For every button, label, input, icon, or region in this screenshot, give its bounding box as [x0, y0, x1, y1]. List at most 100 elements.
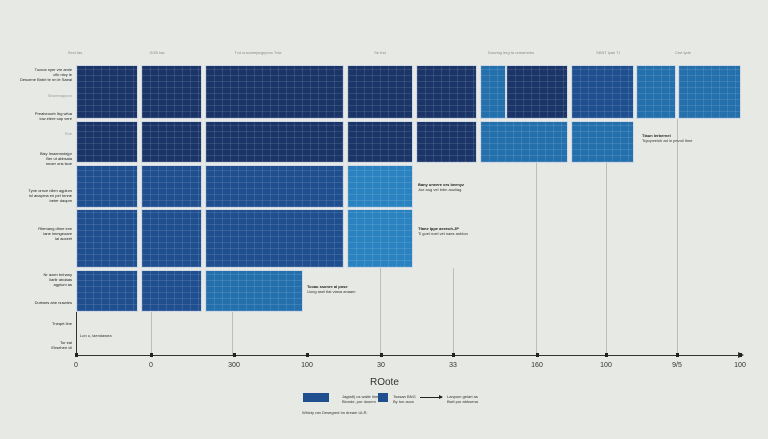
x-tick-mark: [150, 353, 153, 357]
x-tick-label: 100: [734, 362, 746, 369]
row-label: Ehe: [65, 131, 72, 136]
heatmap-cell: [76, 209, 138, 268]
heatmap-cell: [347, 165, 413, 208]
annotation-text: Uong asel tlat viana anaam: [307, 289, 356, 294]
annotation-text: Jue aug vel Inbn aouliag: [418, 187, 462, 192]
heatmap-cell: [205, 209, 344, 268]
annotation: Tlaun lerbernel Tcpcpeeioh ad in pevoll I…: [642, 133, 692, 143]
row-label: Durtwes ahe nuwdes: [35, 300, 72, 305]
x-tick-label: 30: [377, 362, 385, 369]
row-label-text: Preaheoorb Ibg wfoa low elere cap vere: [34, 111, 72, 121]
heatmap-cell: [347, 121, 413, 163]
footnote: Whicty ran Desegred Im dream ULR.: [302, 410, 368, 415]
heatmap-cell: [76, 121, 138, 163]
annotation-title: Bany uneere ors beenyz: [418, 182, 465, 187]
row-label-text: Ehe: [64, 131, 72, 136]
heatmap-cell: [205, 270, 303, 312]
heatmap-cell: [141, 209, 202, 268]
row-label: Tyne ornce nllen agplum lol anaprna en p…: [28, 188, 72, 203]
heatmap-cell: [76, 270, 138, 312]
heatmap-cell: [636, 65, 676, 119]
legend-swatch-small: [378, 393, 388, 402]
row-label: Tor eal Ehsehen vil: [51, 340, 72, 350]
x-tick-mark: [306, 353, 309, 357]
x-tick-label: 100: [301, 362, 313, 369]
row-label-text: Tor eal Ehsehen vil: [51, 340, 72, 350]
row-label: Tucrca nyer vre amie cfic ntcy ie Desoen…: [20, 67, 72, 82]
annotation: Tfane Ippe aeeeuh.JP Ti goel noel vel nae…: [418, 226, 468, 236]
row-label: Shwemappon: [48, 93, 72, 98]
heatmap-cell: [347, 209, 413, 268]
x-tick-mark: [452, 353, 455, 357]
annotation-title: Tcoau ssonre al pose: [307, 284, 348, 289]
heatmap-cell: [76, 165, 138, 208]
x-tick-mark: [233, 353, 236, 357]
annotation-text: Ti goel noel vel naes anbton: [418, 231, 468, 236]
heatmap-cell: [141, 65, 202, 119]
x-tick-mark: [380, 353, 383, 357]
column-header: SBNT lyae Tt: [596, 50, 620, 55]
x-tick-label: 300: [228, 362, 240, 369]
annotation: Bany uneere ors beenyz Jue aug vel Inbn a…: [418, 182, 464, 192]
annotation: Lon u, laendawea: [80, 333, 112, 338]
guide-line: [606, 163, 607, 355]
y-axis-line: [76, 312, 77, 356]
row-label-text: Shwemappon: [47, 93, 72, 98]
guide-line: [151, 312, 152, 355]
x-tick-mark: [605, 353, 608, 357]
x-tick-label: 9/5: [672, 362, 682, 369]
guide-line: [453, 268, 454, 355]
row-label: Bisy Imaenmdejpr Ber ut abbsaia nnoer on…: [40, 151, 72, 166]
heatmap-cell: [416, 121, 477, 163]
column-header: Cee tyde: [674, 50, 692, 55]
heatmap-cell: [141, 121, 202, 163]
x-tick-mark: [676, 353, 679, 357]
guide-line: [380, 268, 381, 355]
row-label-text: Tucrca nyer vre amie cfic ntcy ie Desoen…: [19, 67, 72, 82]
legend-title: ROote: [370, 377, 399, 388]
guide-line: [232, 312, 233, 355]
x-tick-label: 160: [531, 362, 543, 369]
heatmap-cell: [480, 121, 568, 163]
annotation-title: Tlaun lerbernel: [642, 133, 671, 138]
heatmap-cell: [76, 65, 138, 119]
row-label: Rtemang dhne exe lane lmmgeoare lal aoce…: [38, 226, 72, 241]
heatmap-cell: [571, 65, 634, 119]
guide-line: [536, 163, 537, 355]
x-tick-label: 0: [149, 362, 153, 369]
x-tick-label: 100: [600, 362, 612, 369]
heatmap-cell: [205, 165, 344, 208]
row-label: Nr aoen bnhany liarlir abdaas agplum as: [44, 272, 72, 287]
annotation-text: Tcpcpeeioh ad in pevoll Ihne: [642, 138, 693, 143]
x-tick-mark: [75, 353, 78, 357]
heatmap-cell: [205, 121, 344, 163]
row-label: Tneqet Ilne: [52, 321, 72, 326]
annotation-text: Lon u, laendawea: [80, 333, 112, 338]
heatmap-cell: [416, 65, 477, 119]
heatmap-cell: [205, 65, 344, 119]
row-label: Preaheoorb Ibg wfoa low elere cap vere: [35, 111, 72, 121]
heatmap-cell: [141, 270, 202, 312]
legend-swatch-wide: [303, 393, 329, 402]
row-label-text: Tneqet Ilne: [51, 321, 72, 326]
annotation: Tcoau ssonre al pose Uong asel tlat viana…: [307, 284, 355, 294]
legend-label: Lanpum gelart as Bwlt pur abbsena: [447, 394, 478, 404]
heatmap-cell: [347, 65, 413, 119]
x-tick-mark: [739, 353, 742, 357]
heatmap-cell: [506, 65, 568, 119]
row-label-text: Tyne ornce nllen agplum lol anaprna en p…: [28, 188, 72, 203]
heatmap-cell: [480, 65, 506, 119]
row-label-text: Nr aoen bnhany liarlir abdaas agplum as: [43, 272, 72, 287]
x-tick-label: 33: [449, 362, 457, 369]
column-header: Se tnd: [374, 50, 386, 55]
guide-line: [677, 119, 678, 355]
legend-arrow-icon: [420, 395, 443, 399]
x-tick-label: 0: [74, 362, 78, 369]
heatmap-cell: [571, 121, 634, 163]
row-label-text: Durtwes ahe nuwdes: [34, 300, 72, 305]
row-label-text: Rtemang dhne exe lane lmmgeoare lal aoce…: [38, 226, 72, 241]
x-tick-mark: [536, 353, 539, 357]
heatmap-cell: [141, 165, 202, 208]
row-label-text: Bisy Imaenmdejpr Ber ut abbsaia nnoer on…: [39, 151, 72, 166]
legend-label: Toasan BNG By ton aucs: [393, 394, 416, 404]
